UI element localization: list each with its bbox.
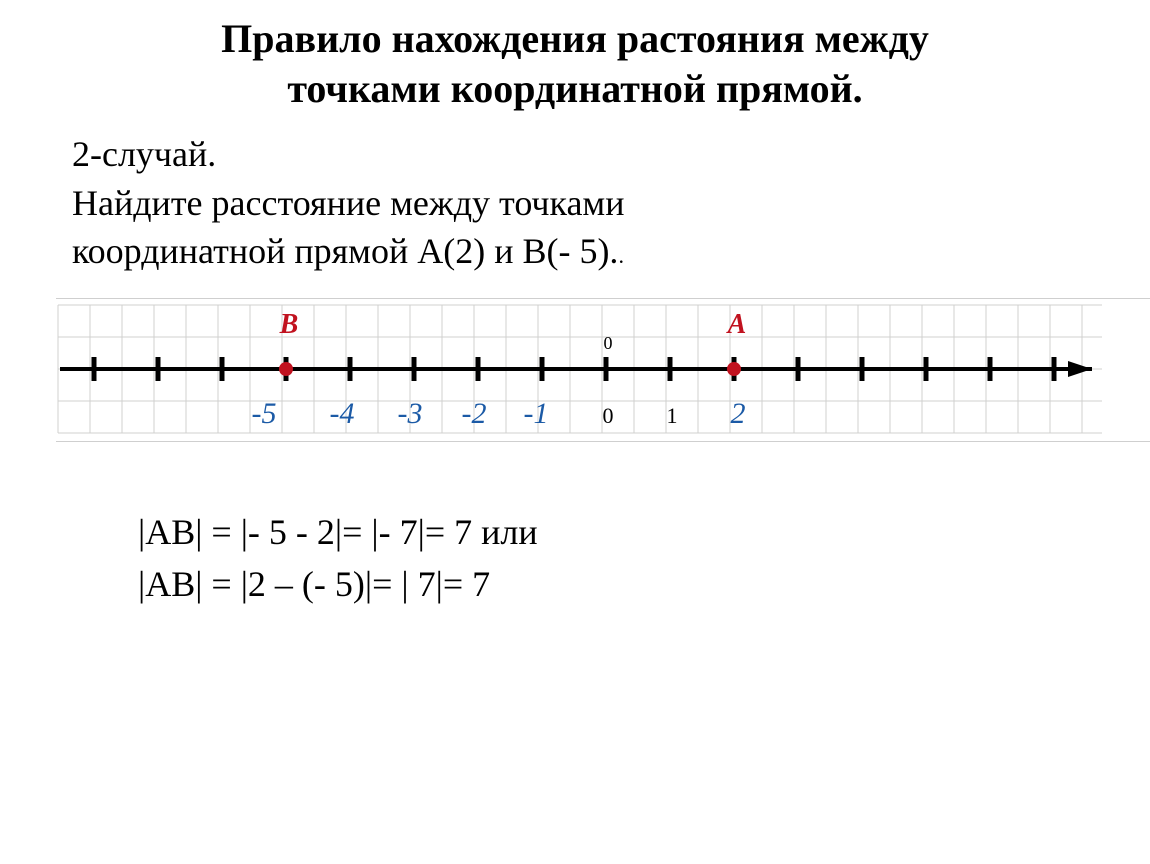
svg-text:-2: -2 [462, 397, 487, 430]
title-line-2: точками координатной прямой. [287, 66, 862, 111]
calc-line-2: |AB| = |2 – (- 5)|= | 7|= 7 [138, 564, 490, 604]
svg-text:-1: -1 [524, 397, 549, 430]
svg-text:B: B [279, 309, 299, 340]
svg-text:-4: -4 [330, 397, 355, 430]
svg-text:2: 2 [731, 397, 746, 430]
task-line-1: Найдите расстояние между точками [72, 183, 624, 223]
task-line-2: координатной прямой А(2) и В(- 5). [72, 231, 618, 271]
calc-line-1: |AB| = |- 5 - 2|= |- 7|= 7 или [138, 512, 538, 552]
body-text: 2-случай. Найдите расстояние между точка… [0, 114, 1150, 276]
case-label: 2-случай. [72, 134, 216, 174]
svg-text:A: A [726, 309, 747, 340]
number-line-diagram: 0 B A -5 -4 -3 -2 -1 0 1 2 [56, 301, 1102, 439]
svg-text:-3: -3 [398, 397, 423, 430]
title-line-1: Правило нахождения растояния между [221, 16, 929, 61]
number-line-border: 0 B A -5 -4 -3 -2 -1 0 1 2 [56, 298, 1150, 442]
svg-text:-5: -5 [252, 397, 277, 430]
task-line-2-period: . [618, 243, 624, 268]
page: Правило нахождения растояния между точка… [0, 0, 1150, 864]
svg-text:1: 1 [667, 403, 678, 428]
svg-text:0: 0 [604, 333, 613, 353]
number-line-container: 0 B A -5 -4 -3 -2 -1 0 1 2 [0, 298, 1150, 442]
page-title: Правило нахождения растояния между точка… [0, 0, 1150, 114]
calculation-block: |AB| = |- 5 - 2|= |- 7|= 7 или |AB| = |2… [0, 442, 1150, 610]
svg-text:0: 0 [603, 403, 614, 428]
